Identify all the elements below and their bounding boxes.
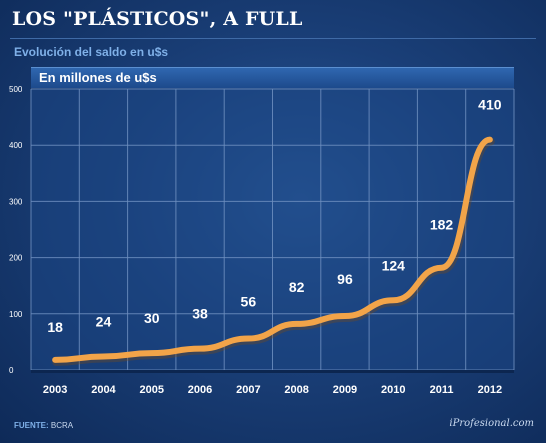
y-tick-label: 200 (9, 254, 23, 263)
source-value: BCRA (50, 421, 74, 430)
y-tick-label: 100 (9, 310, 23, 319)
data-label: 82 (289, 279, 305, 295)
data-label: 30 (144, 310, 160, 326)
data-point (390, 297, 396, 303)
data-point (342, 313, 348, 319)
data-label: 56 (241, 294, 257, 310)
x-tick-label: 2003 (43, 384, 67, 396)
x-tick-label: 2012 (478, 384, 502, 396)
y-tick-label: 300 (9, 197, 23, 206)
data-point (245, 336, 251, 342)
data-label: 410 (478, 97, 502, 113)
data-point (52, 357, 58, 363)
data-label: 18 (47, 319, 63, 335)
chart-title: LOS "PLÁSTICOS", A FULL (12, 8, 303, 30)
title-separator (10, 38, 536, 39)
x-tick-label: 2004 (91, 384, 116, 396)
data-label: 24 (96, 314, 112, 330)
brand-label: iProfesional.com (449, 418, 534, 429)
data-point (439, 265, 445, 271)
x-tick-label: 2005 (140, 384, 164, 396)
data-label: 182 (430, 217, 454, 233)
unit-label: En millones de u$s (39, 70, 157, 85)
source-note: FUENTE: BCRA (14, 421, 73, 430)
x-axis-line (31, 370, 514, 373)
unit-band: En millones de u$s (31, 67, 514, 88)
data-point (100, 354, 106, 360)
y-tick-label: 500 (9, 85, 23, 94)
data-label: 124 (382, 257, 406, 273)
data-point (197, 346, 203, 352)
x-tick-label: 2008 (284, 384, 308, 396)
y-tick-label: 400 (9, 141, 23, 150)
y-tick-label: 0 (9, 366, 14, 375)
x-tick-label: 2006 (188, 384, 212, 396)
x-tick-label: 2011 (430, 384, 454, 396)
chart-subtitle: Evolución del saldo en u$s (14, 45, 169, 59)
data-point (487, 137, 493, 143)
data-point (149, 350, 155, 356)
data-label: 96 (337, 271, 353, 287)
source-label: FUENTE: (14, 421, 49, 430)
x-tick-label: 2009 (333, 384, 357, 396)
x-tick-label: 2007 (236, 384, 260, 396)
data-point (294, 321, 300, 327)
data-label: 38 (192, 306, 208, 322)
x-tick-label: 2010 (381, 384, 405, 396)
